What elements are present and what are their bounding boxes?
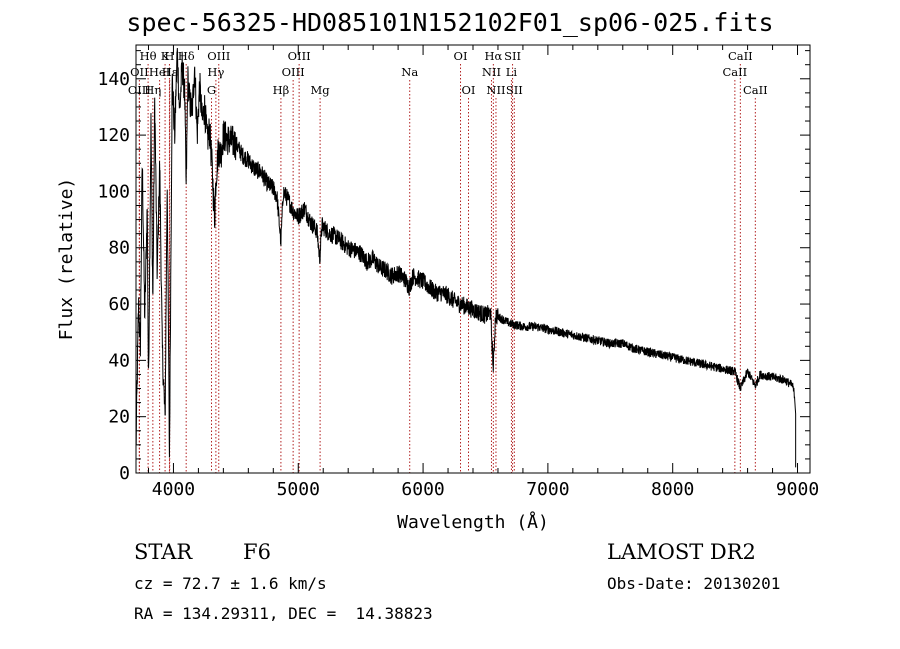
object-subclass: F6 [243, 540, 271, 564]
x-tick-label: 9000 [776, 479, 819, 500]
line-label: Hδ [178, 49, 195, 63]
line-label: OI [454, 49, 468, 63]
y-tick-label: 100 [97, 181, 130, 202]
line-label: Hε [162, 65, 178, 79]
line-label: Na [401, 65, 418, 79]
y-tick-label: 0 [119, 463, 130, 484]
x-tick-label: 7000 [526, 479, 569, 500]
line-label: OIII [207, 49, 230, 63]
object-class: STAR [134, 540, 193, 564]
line-label: OIII [128, 83, 151, 97]
line-label: K [161, 49, 170, 63]
line-label: NII [482, 65, 501, 79]
line-label: NII [486, 83, 505, 97]
line-label: CaII [722, 65, 747, 79]
y-tick-label: 60 [108, 294, 130, 315]
line-label: HeI [149, 65, 170, 79]
line-label: OIII [282, 65, 305, 79]
line-label: Mg [311, 83, 331, 97]
line-label: SII [506, 83, 523, 97]
survey-name: LAMOST DR2 [607, 540, 756, 564]
chart-title: spec-56325-HD085101N152102F01_sp06-025.f… [126, 8, 774, 37]
line-label: OI [462, 83, 476, 97]
coordinates: RA = 134.29311, DEC = 14.38823 [134, 604, 433, 623]
x-axis-label: Wavelength (Å) [397, 511, 549, 533]
line-label: Hθ [140, 49, 157, 63]
line-label: Hβ [273, 83, 290, 97]
x-tick-label: 4000 [152, 479, 195, 500]
line-label: OIII [288, 49, 311, 63]
line-label: CaII [743, 83, 768, 97]
redshift-value: cz = 72.7 ± 1.6 km/s [134, 574, 327, 593]
y-tick-label: 20 [108, 407, 130, 428]
x-tick-label: 8000 [651, 479, 694, 500]
y-tick-label: 80 [108, 238, 130, 259]
observation-date: Obs-Date: 20130201 [607, 574, 781, 593]
line-label: Hη [144, 83, 161, 97]
line-label: SII [504, 49, 521, 63]
line-label: Hα [484, 49, 502, 63]
spectrum-line [136, 48, 797, 468]
x-tick-label: 5000 [277, 479, 320, 500]
y-tick-label: 40 [108, 350, 130, 371]
line-label: Hγ [207, 65, 224, 79]
y-axis-label: Flux (relative) [56, 178, 77, 341]
line-label: Li [506, 65, 518, 79]
x-tick-label: 6000 [401, 479, 444, 500]
plot-axes: 4000 5000 6000 7000 8000 9000 0 20 40 60 80 100 120 1… [97, 44, 819, 500]
y-tick-label: 140 [97, 69, 130, 90]
line-label: OII [130, 65, 149, 79]
y-tick-label: 120 [97, 125, 130, 146]
line-label: CaII [728, 49, 753, 63]
line-label: G [207, 83, 216, 97]
plot-frame [135, 44, 811, 474]
line-label: H [164, 49, 174, 63]
